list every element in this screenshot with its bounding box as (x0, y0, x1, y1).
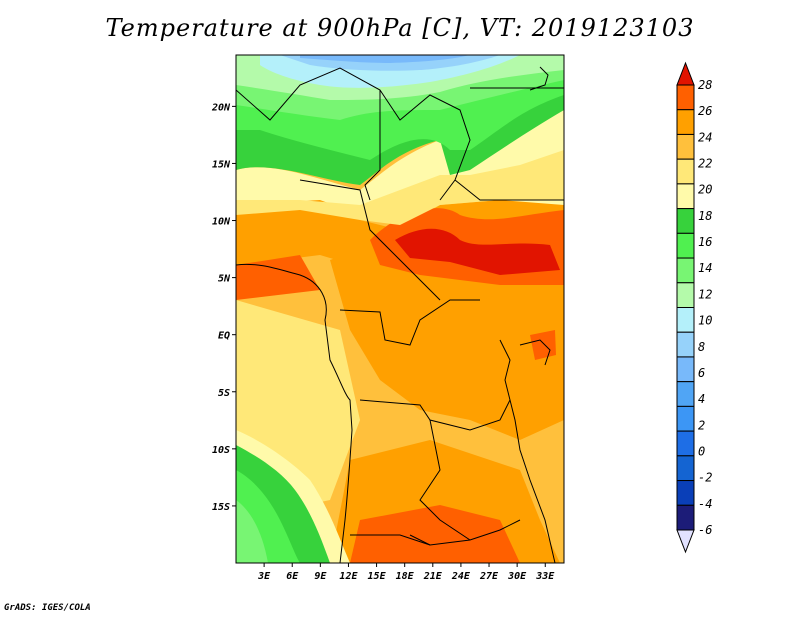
colorbar-swatch (676, 257, 695, 284)
y-tick-label: 5N (218, 274, 231, 285)
colorbar-swatch (676, 232, 695, 259)
coastlines (236, 66, 564, 563)
y-tick-label: 20N (211, 102, 231, 113)
colorbar-swatch (676, 183, 695, 210)
x-tick-label: 6E (286, 571, 299, 582)
colorbar-label: 12 (698, 287, 712, 301)
colorbar-label: 4 (698, 392, 705, 406)
colorbar-swatch (676, 356, 695, 383)
y-tick-label: 5S (218, 388, 230, 399)
colorbar-label: 18 (698, 209, 712, 223)
x-tick-label: 27E (479, 571, 499, 582)
y-tick-label: 10N (212, 217, 231, 228)
colorbar-label: -6 (698, 523, 712, 537)
colorbar-swatch (676, 480, 695, 506)
y-tick-label: EQ (218, 331, 230, 342)
colorbar-swatch (676, 430, 695, 457)
colorbar-swatch (676, 208, 695, 234)
x-tick-label: 9E (314, 571, 327, 582)
colorbar-top-arrow (676, 61, 695, 86)
colorbar-swatch (676, 84, 695, 111)
colorbar-swatch (676, 109, 695, 135)
colorbar-swatch (676, 405, 695, 432)
colorbar-swatch (676, 504, 695, 531)
x-tick-label: 24E (451, 571, 471, 582)
colorbar-label: 22 (698, 157, 712, 171)
footer-credit: GrADS: IGES/COLA (4, 603, 91, 613)
x-tick-label: 30E (507, 571, 527, 582)
x-tick-label: 12E (339, 571, 358, 582)
colorbar-label: 16 (698, 235, 712, 249)
colorbar-bottom-arrow (676, 529, 695, 554)
map-frame (235, 54, 565, 564)
colorbar-label: 10 (698, 314, 712, 328)
colorbar-label: 8 (698, 340, 705, 354)
colorbar-swatch (676, 307, 695, 333)
colorbar-swatch (676, 158, 695, 185)
colorbar-label: -2 (698, 471, 712, 485)
colorbar-swatch (676, 133, 695, 160)
colorbar-label: 2 (698, 418, 705, 432)
colorbar-swatch (676, 381, 695, 407)
x-tick-label: 3E (257, 571, 271, 582)
x-tick-label: 18E (396, 571, 415, 582)
colorbar-label: 0 (698, 444, 705, 458)
colorbar-swatch (676, 282, 695, 308)
y-tick-label: 15N (212, 159, 231, 170)
x-tick-label: 21E (423, 571, 443, 582)
x-axis: 3E 6E 9E 12E 15E 18E 21E 24E 27E 30E 33E (257, 563, 555, 582)
colorbar-label: 20 (698, 183, 712, 197)
x-tick-label: 15E (368, 571, 387, 582)
colorbar-label: 6 (698, 366, 705, 380)
colorbar-label: -4 (698, 497, 712, 511)
colorbar-label: 14 (698, 261, 712, 275)
colorbar-label: 24 (698, 130, 712, 144)
y-tick-label: 10S (212, 445, 230, 456)
chart-title: Temperature at 900hPa [C], VT: 201912310… (105, 14, 695, 42)
colorbar-swatch (676, 455, 695, 482)
colorbar-swatch (676, 331, 695, 358)
colorbar-label: 26 (698, 104, 712, 118)
y-axis: 20N 15N 10N 5N EQ 5S 10S 15S (211, 102, 236, 513)
temperature-field (236, 55, 564, 563)
colorbar-label: 28 (698, 78, 712, 92)
x-tick-label: 33E (535, 571, 555, 582)
y-tick-label: 15S (212, 502, 230, 513)
